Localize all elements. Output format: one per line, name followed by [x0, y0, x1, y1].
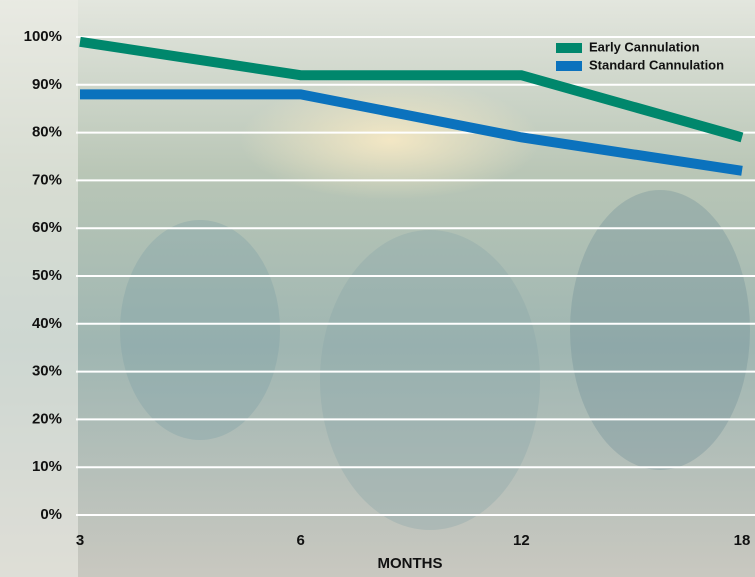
y-tick-label: 50%	[32, 267, 62, 284]
legend-swatch	[556, 43, 582, 53]
series-line	[79, 36, 744, 143]
x-axis-label: MONTHS	[378, 555, 443, 572]
x-tick-label: 3	[76, 532, 84, 549]
y-tick-label: 20%	[32, 410, 62, 427]
y-tick-label: 90%	[32, 76, 62, 93]
y-tick-label: 70%	[32, 171, 62, 188]
y-tick-label: 10%	[32, 458, 62, 475]
legend-swatch	[556, 61, 582, 71]
x-tick-label: 18	[734, 532, 751, 549]
y-tick-label: 0%	[40, 506, 62, 523]
y-tick-label: 100%	[24, 28, 62, 45]
background-figure	[570, 190, 750, 470]
y-tick-label: 60%	[32, 219, 62, 236]
background-figure	[320, 230, 540, 530]
x-tick-label: 12	[513, 532, 530, 549]
background-figure	[120, 220, 280, 440]
legend-label: Standard Cannulation	[589, 57, 724, 72]
series-line	[80, 89, 743, 176]
y-tick-label: 40%	[32, 315, 62, 332]
y-tick-label: 80%	[32, 124, 62, 141]
x-tick-label: 6	[296, 532, 304, 549]
legend-label: Early Cannulation	[589, 39, 700, 54]
y-tick-label: 30%	[32, 363, 62, 380]
axis-panel	[0, 0, 78, 577]
background-light	[240, 80, 540, 200]
